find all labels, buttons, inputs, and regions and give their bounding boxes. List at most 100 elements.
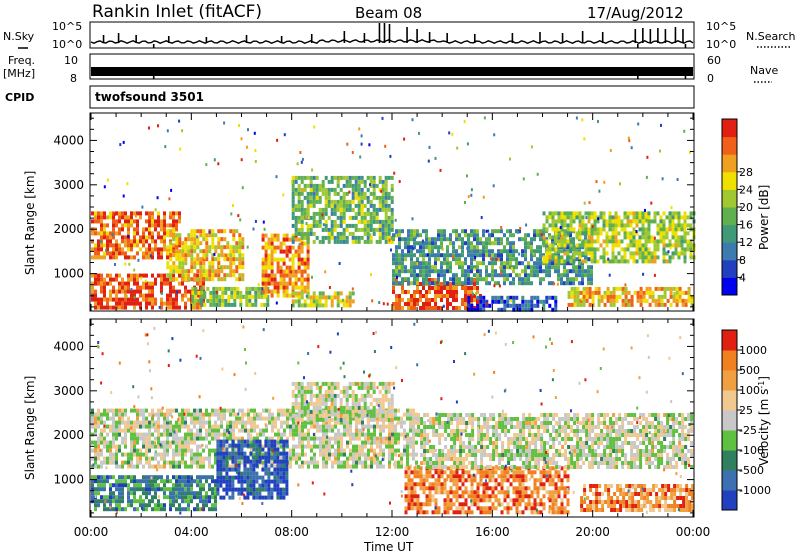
range-cell bbox=[288, 293, 292, 298]
range-cell bbox=[428, 261, 431, 266]
range-cell bbox=[166, 281, 169, 286]
range-cell bbox=[238, 416, 241, 421]
range-cell bbox=[527, 299, 531, 304]
range-cell bbox=[351, 397, 355, 402]
range-cell bbox=[470, 261, 473, 266]
range-cell bbox=[315, 175, 319, 180]
range-cell bbox=[118, 503, 121, 508]
range-cell bbox=[172, 233, 176, 238]
range-cell bbox=[573, 298, 577, 303]
range-cell bbox=[325, 448, 328, 453]
range-cell bbox=[548, 247, 552, 252]
range-cell bbox=[94, 456, 97, 461]
range-cell bbox=[680, 223, 684, 228]
scatter-cell bbox=[411, 118, 414, 122]
range-cell bbox=[339, 203, 343, 208]
range-cell bbox=[570, 302, 574, 307]
range-cell bbox=[665, 235, 669, 240]
range-cell bbox=[674, 223, 678, 228]
nsearch-label: N.Search bbox=[746, 30, 796, 43]
range-cell bbox=[587, 273, 590, 278]
range-cell bbox=[241, 241, 245, 246]
range-cell bbox=[524, 307, 528, 312]
range-cell bbox=[127, 475, 130, 480]
range-cell bbox=[515, 229, 518, 234]
range-cell bbox=[593, 259, 597, 264]
range-cell bbox=[542, 299, 546, 304]
range-cell bbox=[309, 215, 313, 220]
range-cell bbox=[148, 448, 151, 453]
range-cell bbox=[112, 428, 115, 433]
range-cell bbox=[321, 401, 325, 406]
range-cell bbox=[316, 444, 319, 449]
scatter-cell bbox=[565, 281, 567, 285]
range-cell bbox=[410, 237, 413, 242]
range-cell bbox=[109, 277, 112, 282]
range-cell bbox=[680, 251, 684, 256]
range-cell bbox=[267, 277, 271, 282]
range-cell bbox=[109, 255, 112, 260]
range-cell bbox=[324, 235, 328, 240]
range-cell bbox=[208, 245, 212, 250]
range-cell bbox=[354, 393, 358, 398]
range-cell bbox=[291, 417, 295, 422]
range-cell bbox=[294, 417, 298, 422]
range-cell bbox=[392, 290, 395, 294]
range-cell bbox=[136, 281, 139, 286]
range-cell bbox=[369, 417, 373, 422]
scatter-cell bbox=[442, 304, 445, 308]
range-cell bbox=[590, 277, 593, 282]
range-cell bbox=[292, 456, 295, 461]
range-cell bbox=[690, 298, 694, 303]
range-cell bbox=[617, 219, 621, 224]
range-cell bbox=[473, 229, 476, 234]
range-cell bbox=[94, 301, 97, 306]
range-cell bbox=[130, 219, 133, 224]
range-cell bbox=[446, 306, 449, 310]
range-cell bbox=[226, 420, 229, 425]
range-cell bbox=[286, 420, 289, 425]
range-cell bbox=[491, 233, 494, 238]
range-cell bbox=[337, 456, 340, 461]
range-cell bbox=[422, 281, 425, 286]
range-cell bbox=[166, 251, 169, 256]
range-cell bbox=[434, 245, 437, 250]
range-cell bbox=[145, 305, 148, 310]
range-cell bbox=[363, 227, 367, 232]
range-cell bbox=[297, 175, 301, 180]
range-cell bbox=[313, 420, 316, 425]
range-cell bbox=[378, 203, 382, 208]
range-cell bbox=[280, 444, 283, 449]
range-cell bbox=[97, 243, 100, 248]
range-cell bbox=[345, 175, 349, 180]
range-cell bbox=[321, 227, 325, 232]
range-cell bbox=[327, 393, 331, 398]
range-cell bbox=[166, 412, 169, 417]
range-cell bbox=[345, 203, 349, 208]
range-cell bbox=[560, 277, 563, 282]
range-cell bbox=[446, 269, 449, 274]
range-cell bbox=[348, 231, 352, 236]
colorbar-segment bbox=[722, 242, 737, 261]
range-cell bbox=[235, 249, 239, 254]
range-cell bbox=[303, 303, 307, 308]
range-cell bbox=[211, 412, 214, 417]
range-cell bbox=[306, 273, 310, 278]
range-cell bbox=[318, 291, 322, 296]
range-cell bbox=[245, 290, 249, 295]
range-cell bbox=[398, 237, 401, 242]
range-cell bbox=[581, 281, 584, 286]
range-cell bbox=[199, 265, 203, 270]
range-cell bbox=[175, 420, 178, 425]
range-cell bbox=[624, 286, 628, 291]
range-cell bbox=[605, 251, 609, 256]
range-cell bbox=[318, 295, 322, 300]
range-cell bbox=[115, 424, 118, 429]
range-cell bbox=[313, 440, 316, 445]
freq-label: Freq. bbox=[8, 54, 35, 67]
range-cell bbox=[97, 412, 100, 417]
range-cell bbox=[261, 281, 265, 286]
range-cell bbox=[654, 302, 658, 307]
range-cell bbox=[415, 428, 418, 433]
range-cell bbox=[309, 389, 313, 394]
